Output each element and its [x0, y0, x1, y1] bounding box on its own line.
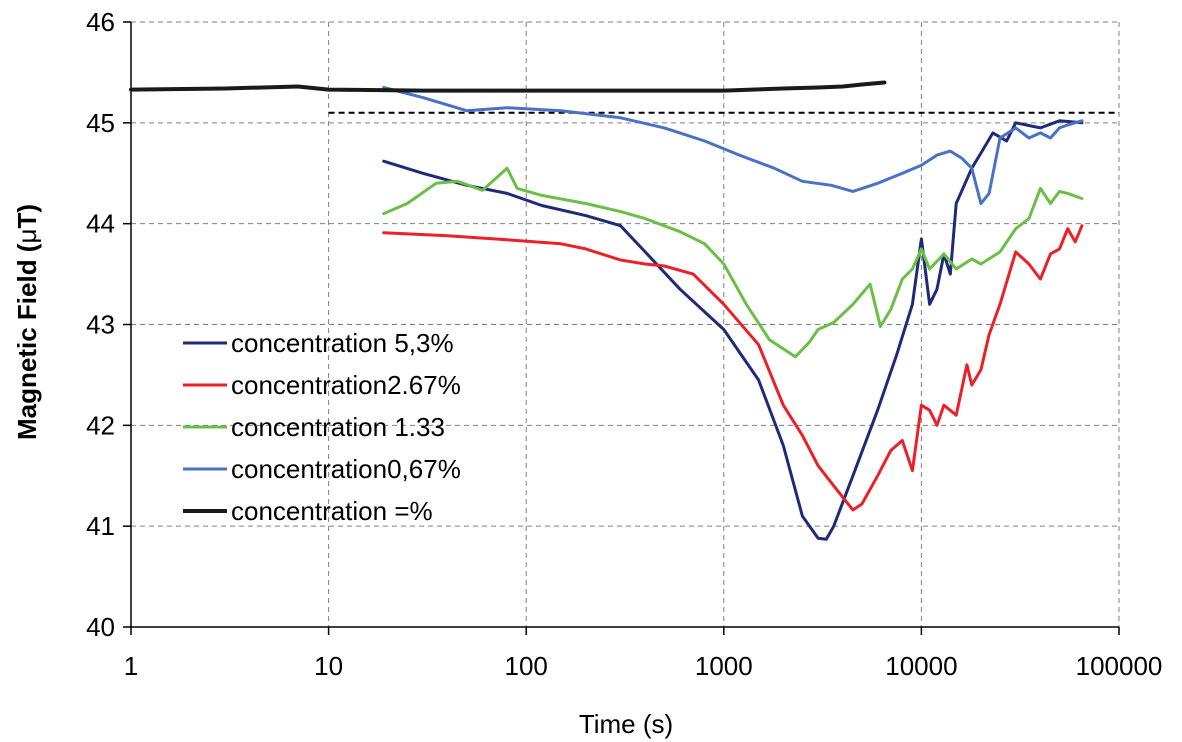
y-tick-label: 40: [86, 612, 115, 642]
y-axis-title: Magnetic Field (μT): [12, 204, 42, 440]
legend-label: concentration0,67%: [231, 454, 461, 484]
y-axis-title-main: Magnetic Field (: [12, 243, 42, 440]
series-line: [131, 83, 884, 91]
legend: concentration 5,3% concentration2.67% conc…: [183, 328, 461, 526]
y-tick-label: 45: [86, 108, 115, 138]
y-tick-label: 46: [86, 7, 115, 37]
series-line: [384, 168, 1082, 357]
x-tick-label: 1: [124, 651, 138, 681]
y-tick-label: 43: [86, 310, 115, 340]
x-tick-label: 100: [505, 651, 548, 681]
x-tick-label: 100000: [1076, 651, 1163, 681]
legend-label: concentration 1.33: [231, 412, 445, 442]
y-axis-title-tail: T): [12, 204, 42, 229]
x-tick-label: 10000: [885, 651, 957, 681]
x-tick-label: 10: [314, 651, 343, 681]
y-axis-title-symbol: μ: [12, 229, 42, 244]
legend-label: concentration2.67%: [231, 370, 461, 400]
y-tick-label: 44: [86, 209, 115, 239]
x-tick-label: 1000: [695, 651, 753, 681]
legend-label: concentration 5,3%: [231, 328, 454, 358]
legend-label: concentration =%: [231, 496, 433, 526]
y-tick-label: 42: [86, 410, 115, 440]
series-line: [384, 226, 1082, 510]
y-tick-label: 41: [86, 511, 115, 541]
x-axis-title: Time (s): [579, 709, 673, 739]
